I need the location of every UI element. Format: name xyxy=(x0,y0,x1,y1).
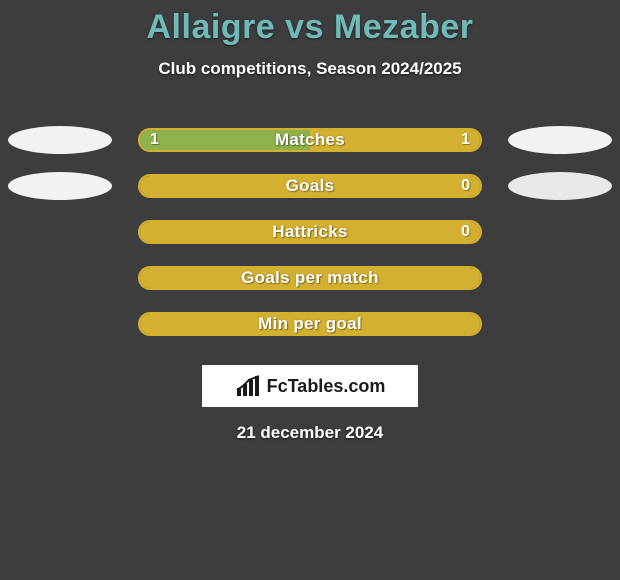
stats-list: 11Matches 0Goals 0Hattricks Goals per match… xyxy=(0,117,620,347)
stat-row: Min per goal xyxy=(0,301,620,347)
stat-bar: 0Hattricks xyxy=(138,220,482,244)
stat-label: Min per goal xyxy=(140,314,480,334)
right-ellipse xyxy=(508,172,612,200)
logo: FcTables.com xyxy=(235,374,386,398)
stat-label: Goals xyxy=(140,176,480,196)
left-ellipse xyxy=(8,172,112,200)
date-label: 21 december 2024 xyxy=(0,423,620,443)
stat-bar: Min per goal xyxy=(138,312,482,336)
stat-bar: 11Matches xyxy=(138,128,482,152)
stat-row: Goals per match xyxy=(0,255,620,301)
logo-text: FcTables.com xyxy=(267,376,386,397)
left-ellipse xyxy=(8,126,112,154)
stat-label: Matches xyxy=(140,130,480,150)
stat-row: 11Matches xyxy=(0,117,620,163)
stat-row: 0Hattricks xyxy=(0,209,620,255)
subtitle: Club competitions, Season 2024/2025 xyxy=(0,59,620,79)
logo-box: FcTables.com xyxy=(202,365,418,407)
stat-bar: 0Goals xyxy=(138,174,482,198)
stat-label: Hattricks xyxy=(140,222,480,242)
comparison-infographic: Allaigre vs Mezaber Club competitions, S… xyxy=(0,0,620,580)
logo-chart-icon xyxy=(235,374,263,398)
right-ellipse xyxy=(508,126,612,154)
stat-row: 0Goals xyxy=(0,163,620,209)
stat-bar: Goals per match xyxy=(138,266,482,290)
page-title: Allaigre vs Mezaber xyxy=(0,0,620,47)
stat-label: Goals per match xyxy=(140,268,480,288)
